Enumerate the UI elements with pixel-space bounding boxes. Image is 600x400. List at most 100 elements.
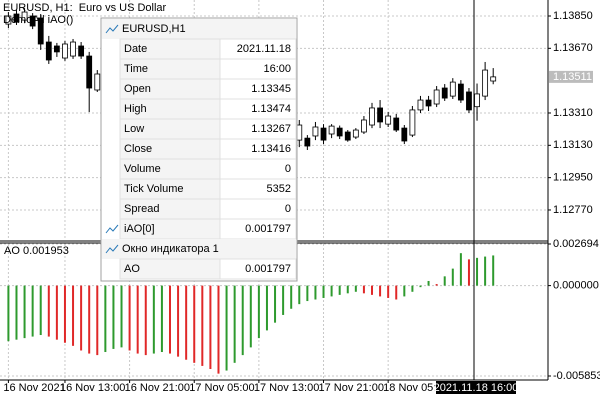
candle-body (449, 81, 456, 97)
ao-bar (419, 285, 422, 288)
ao-bar (112, 285, 115, 349)
candle-body (433, 89, 440, 105)
row-value: 1.13345 (251, 83, 291, 95)
candle-body (361, 119, 367, 133)
row-label: iAO[0] (124, 223, 155, 235)
data-window-header (102, 19, 296, 39)
ao-bar (435, 284, 438, 286)
candle-body (78, 45, 85, 57)
crosshair-label-box (436, 381, 516, 394)
candle-body (344, 131, 351, 141)
ao-bar (249, 285, 252, 348)
ao-bar (427, 280, 430, 286)
candle-body (304, 137, 311, 147)
ao-bar (476, 257, 479, 286)
row-label: Tick Volume (124, 183, 184, 195)
subwindow-header (102, 239, 296, 259)
ao-bar (338, 285, 341, 295)
subwindow-name: Окно индикатора 1 (122, 243, 219, 255)
ao-bar (467, 259, 470, 286)
ao-bar (354, 285, 357, 292)
y-tick-label: 1.13850 (553, 10, 593, 22)
ao-bar (144, 285, 147, 356)
y-tick-label: 1.12950 (553, 172, 593, 184)
current-price-label: 1.13511 (553, 71, 592, 83)
candle-body (37, 17, 44, 45)
ao-bar (55, 285, 58, 340)
candle-body (401, 127, 408, 142)
candle-body (296, 124, 303, 141)
candle-body (385, 115, 392, 125)
ao-bar (15, 285, 18, 340)
ao-bar (193, 285, 196, 363)
row-value: 0 (285, 163, 291, 175)
candle-body (336, 127, 343, 137)
ao-bar (306, 285, 309, 302)
x-tick-label: 16 Nov 21:00 (125, 382, 190, 394)
row-label: Spread (124, 203, 159, 215)
x-tick-label: 17 Nov 13:00 (254, 382, 319, 394)
y-tick-label: 1.12770 (553, 204, 593, 216)
ao-bar (31, 285, 34, 337)
x-tick-label: 16 Nov 2021 (3, 382, 65, 394)
crosshair-label: 2021.11.18 16:00 (434, 382, 519, 394)
y-tick-label: 0.002694 (553, 238, 599, 250)
ao-bar (379, 285, 382, 297)
row-value: 16:00 (263, 63, 291, 75)
ao-bar (322, 285, 325, 298)
candle-body (5, 15, 12, 25)
candle-body (29, 15, 36, 27)
data-window[interactable]: EURUSD,H1 Date 2021.11.18 Time 16:00 Open 1.1… (100, 17, 298, 282)
ao-bar (160, 285, 163, 353)
ao-bar (362, 285, 365, 294)
candle-body (466, 91, 472, 111)
indicator-caption: DemoAll iAO() (3, 14, 73, 26)
candle-body (369, 107, 375, 126)
candle-body (490, 76, 497, 82)
ao-bar (387, 285, 390, 298)
ao-bar (346, 285, 349, 294)
ao-bar (443, 276, 446, 286)
candle-body (62, 43, 68, 59)
ao-bar (257, 285, 260, 339)
ao-bar (298, 285, 301, 305)
chart-icon (105, 244, 119, 254)
row-label: Low (124, 123, 144, 135)
candle-body (320, 127, 327, 141)
ao-bar (88, 285, 91, 354)
ao-bar (314, 285, 317, 300)
row-label: Close (124, 143, 152, 155)
x-tick-label: 16 Nov 13:00 (60, 382, 125, 394)
candle-body (393, 117, 400, 131)
row-label: AO (124, 263, 140, 275)
ao-bar (217, 285, 220, 374)
ao-bar (290, 285, 293, 309)
ao-bar (80, 285, 83, 351)
row-value: 1.13416 (251, 143, 291, 155)
row-label: Date (124, 43, 147, 55)
ao-bar (395, 285, 398, 300)
ao-bar (63, 285, 66, 343)
ao-bar (451, 268, 454, 286)
ao-bar (39, 285, 42, 336)
ao-bar (274, 285, 277, 323)
ao-bar (403, 285, 406, 297)
ao-bar (104, 285, 107, 353)
ao-bar (7, 285, 10, 342)
ao-bar (241, 285, 244, 356)
ao-bar (136, 285, 139, 354)
chart-title: EURUSD, H1: Euro vs US Dollar (3, 2, 167, 14)
candle-body (53, 45, 60, 53)
candle-body (352, 129, 359, 138)
y-tick-label: 0.000000 (553, 280, 599, 292)
x-tick-label: 17 Nov 21:00 (319, 382, 384, 394)
candle-body (328, 125, 335, 135)
row-label: High (124, 103, 147, 115)
row-label: Open (124, 83, 151, 95)
ao-bar (492, 255, 495, 286)
ao-bar (201, 285, 204, 366)
ao-bar (411, 285, 414, 292)
row-value: 0.001797 (245, 263, 291, 275)
